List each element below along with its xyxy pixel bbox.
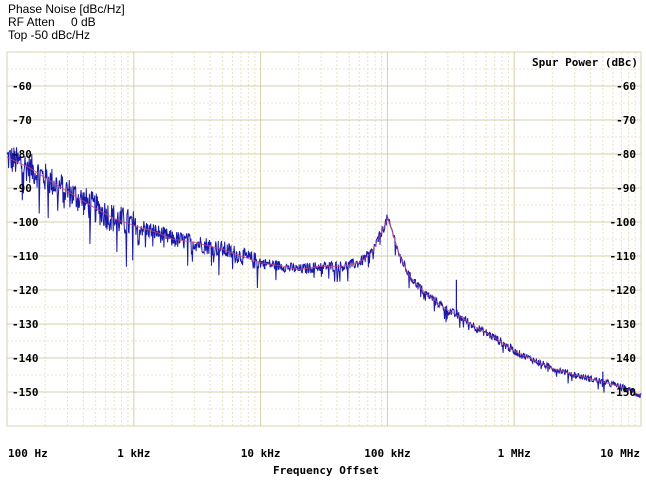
x-tick-label: 10 kHz bbox=[241, 447, 281, 460]
header-rf-atten-value: 0 dB bbox=[71, 15, 96, 29]
y-tick-label-left: -70 bbox=[12, 114, 32, 127]
y-ticks-right: -60 -70 -80 -90 -100 -110 -120 -130 -140 -150 bbox=[610, 80, 637, 399]
y-tick-label-left: -80 bbox=[12, 148, 32, 161]
x-tick-label: 100 kHz bbox=[364, 447, 410, 460]
y-tick-label-right: -70 bbox=[616, 114, 636, 127]
right-axis-label: Spur Power (dBc) bbox=[532, 56, 638, 69]
header-top-level: Top -50 dBc/Hz bbox=[8, 28, 91, 42]
y-tick-label-left: -150 bbox=[12, 386, 39, 399]
y-tick-label-right: -90 bbox=[616, 182, 636, 195]
x-axis-label: Frequency Offset bbox=[273, 464, 379, 477]
y-tick-label-left: -140 bbox=[12, 352, 39, 365]
header-rf-atten-label: RF Atten bbox=[8, 15, 55, 29]
x-tick-label: 1 MHz bbox=[498, 447, 531, 460]
spur-layer bbox=[455, 279, 604, 382]
y-tick-label-right: -150 bbox=[610, 386, 637, 399]
x-tick-label: 100 Hz bbox=[8, 447, 48, 460]
y-tick-label-left: -130 bbox=[12, 318, 39, 331]
x-tick-label: 1 kHz bbox=[117, 447, 150, 460]
y-tick-label-right: -120 bbox=[610, 284, 637, 297]
y-tick-label-right: -100 bbox=[610, 216, 637, 229]
grid-minor bbox=[7, 52, 641, 426]
y-tick-label-right: -60 bbox=[616, 80, 636, 93]
y-tick-label-right: -130 bbox=[610, 318, 637, 331]
y-tick-label-right: -110 bbox=[610, 250, 637, 263]
x-ticks: 100 Hz 1 kHz 10 kHz 100 kHz 1 MHz 10 MHz bbox=[8, 447, 640, 460]
grid-major bbox=[6, 52, 642, 426]
y-tick-label-right: -140 bbox=[610, 352, 637, 365]
trace-layer bbox=[6, 147, 642, 398]
y-tick-label-left: -120 bbox=[12, 284, 39, 297]
y-tick-label-left: -90 bbox=[12, 182, 32, 195]
y-tick-label-right: -80 bbox=[616, 148, 636, 161]
header-title: Phase Noise [dBc/Hz] bbox=[8, 2, 125, 16]
x-tick-label: 10 MHz bbox=[600, 447, 640, 460]
y-ticks-left: -60 -70 -80 -90 -100 -110 -120 -130 -140 -150 bbox=[12, 80, 39, 399]
y-tick-label-left: -100 bbox=[12, 216, 39, 229]
y-tick-label-left: -110 bbox=[12, 250, 39, 263]
y-tick-label-left: -60 bbox=[12, 80, 32, 93]
smoothed-trace bbox=[6, 156, 642, 396]
